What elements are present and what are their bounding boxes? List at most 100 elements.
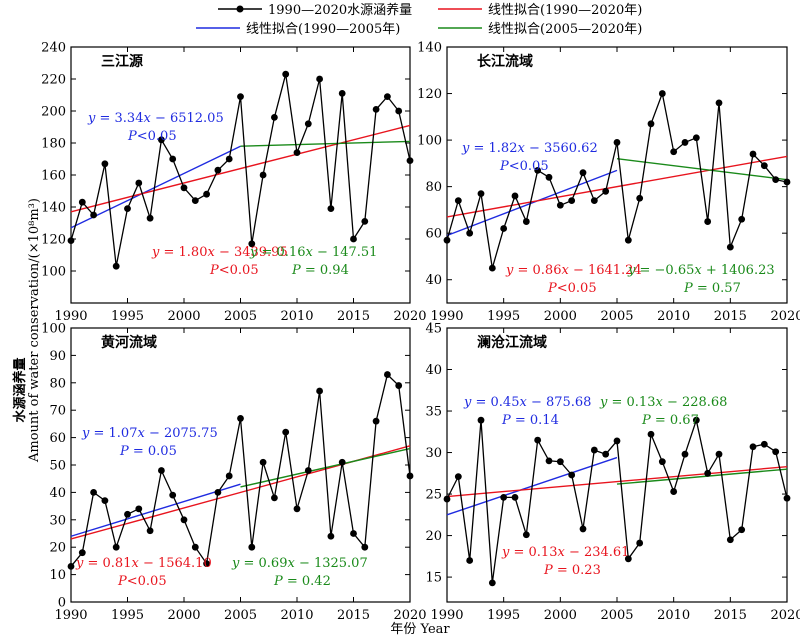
fit-line-fit-1990-2020 (446, 465, 788, 498)
y-axis-label-cn: 水源涵养量 (12, 357, 28, 422)
data-point (169, 155, 177, 163)
fit-equation-fit-2005-2020: y = 0.16x − 147.51 (249, 245, 377, 260)
x-tick-label: 2010 (280, 309, 313, 324)
fit-equation-fit-1990-2020: y = 0.81x − 1564.10 (75, 556, 212, 571)
fit-equation-fit-1990-2005: y = 3.34x − 6512.05 (87, 111, 224, 126)
data-point (112, 262, 120, 270)
fit-significance-fit-1990-2020: P<0.05 (117, 574, 167, 589)
fit-equation-fit-2005-2020: y = 0.13x − 228.68 (599, 395, 727, 410)
x-tick-label: 2020 (393, 608, 426, 623)
data-series-line (70, 373, 411, 567)
y-tick-label: 200 (41, 105, 66, 120)
fit-line-fit-2005-2020 (616, 468, 788, 485)
y-tick-label: 40 (49, 486, 66, 501)
fit-equation-fit-1990-2005: y = 1.07x − 2075.75 (81, 426, 218, 441)
data-point (602, 187, 610, 195)
y-tick-label: 100 (41, 322, 66, 337)
data-point (749, 443, 757, 451)
fit-significance-fit-1990-2020: P<0.05 (547, 281, 597, 296)
data-point (271, 114, 278, 121)
data-point (568, 197, 576, 205)
data-point (316, 387, 323, 395)
data-point (180, 516, 188, 524)
data-point (395, 107, 403, 115)
data-point (395, 382, 403, 389)
data-point (282, 428, 290, 436)
data-point (726, 536, 734, 544)
data-point (406, 157, 414, 165)
data-point (90, 211, 97, 219)
x-tick-label: 2000 (544, 608, 577, 623)
data-point (534, 166, 542, 174)
data-point (350, 235, 357, 243)
y-tick-label: 140 (417, 41, 442, 56)
y-tick-label: 120 (417, 87, 442, 102)
x-tick-label: 2000 (167, 309, 200, 324)
data-point (636, 194, 644, 202)
data-point (704, 469, 712, 477)
x-tick-label: 2005 (600, 309, 633, 324)
panel-title: 澜沧江流域 (477, 334, 547, 351)
fit-significance-fit-1990-2005: P<0.05 (499, 159, 549, 174)
y-tick-label: 25 (425, 488, 442, 503)
data-point (522, 531, 530, 539)
data-point (783, 178, 791, 186)
data-point (681, 139, 689, 146)
y-tick-label: 70 (49, 404, 66, 419)
data-point (454, 473, 462, 481)
data-point (579, 525, 587, 533)
data-point (602, 450, 610, 458)
x-tick-label: 1990 (54, 608, 87, 623)
data-point (556, 458, 564, 466)
data-point (214, 489, 222, 496)
legend-data-label: 1990—2020水源涵养量 (268, 2, 412, 18)
data-point (477, 416, 485, 424)
y-tick-label: 240 (41, 41, 66, 56)
data-point (271, 494, 278, 502)
fit-significance-fit-2005-2020: P = 0.67 (641, 413, 699, 428)
y-tick-label: 100 (417, 134, 442, 149)
data-point (488, 579, 496, 587)
y-tick-label: 35 (425, 405, 442, 420)
y-tick-label: 20 (425, 529, 442, 544)
data-point (522, 218, 530, 225)
x-tick-label: 1990 (430, 309, 463, 324)
fit-significance-fit-2005-2020: P = 0.42 (273, 574, 331, 589)
x-tick-label: 2015 (337, 608, 370, 623)
data-series-line (446, 91, 788, 269)
data-point (191, 197, 199, 205)
data-point (338, 90, 346, 97)
data-point (454, 197, 462, 205)
data-point (293, 149, 301, 157)
data-point (579, 169, 587, 177)
data-point (135, 505, 143, 513)
data-point (613, 139, 621, 146)
data-point (488, 264, 496, 272)
data-point (624, 236, 632, 244)
data-point (647, 430, 655, 438)
x-tick-label: 2010 (657, 309, 690, 324)
y-tick-label: 20 (49, 541, 66, 556)
fit-significance-fit-1990-2020: P = 0.23 (543, 563, 601, 578)
data-point (259, 171, 267, 179)
data-point (338, 458, 346, 466)
y-tick-label: 80 (49, 376, 66, 391)
data-point (259, 458, 267, 466)
data-point (180, 184, 188, 192)
data-point (67, 237, 75, 245)
data-point (738, 215, 746, 223)
x-tick-label: 2015 (714, 608, 747, 623)
fit-line-fit-1990-2020 (446, 155, 788, 218)
data-point (248, 240, 256, 248)
data-point (214, 166, 222, 174)
x-tick-label: 2005 (224, 608, 257, 623)
fit-significance-fit-1990-2005: P<0.05 (127, 129, 177, 144)
fit-line-fit-1990-2005 (70, 483, 241, 537)
y-tick-label: 30 (425, 446, 442, 461)
data-point (384, 93, 391, 100)
data-point (545, 173, 553, 181)
data-series-line (70, 74, 411, 267)
y-tick-label: 90 (49, 349, 66, 364)
panel-title: 三江源 (101, 53, 143, 70)
